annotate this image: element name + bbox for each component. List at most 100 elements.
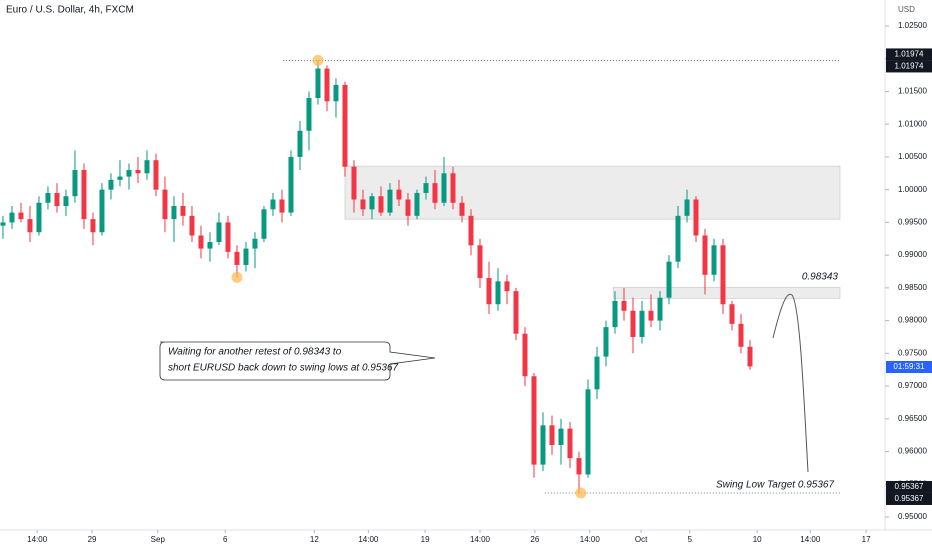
projection-arrow — [772, 293, 809, 473]
candle-body — [360, 199, 366, 210]
candle-body — [252, 238, 258, 249]
retest-label: 0.98343 — [802, 272, 839, 283]
zone — [612, 286, 841, 299]
y-tick-label: 0.95000 — [898, 512, 927, 521]
candle-body — [144, 160, 150, 174]
candle-body — [567, 428, 573, 459]
candle-body — [99, 189, 105, 233]
candle-body — [396, 189, 402, 200]
candle-body — [675, 215, 681, 262]
candle-body — [504, 281, 510, 292]
candle-body — [279, 199, 285, 213]
candle-body — [522, 333, 528, 377]
y-tick-label: 0.97500 — [898, 348, 927, 357]
level-price-box — [886, 480, 932, 493]
candle-body — [441, 173, 447, 203]
candle-body — [468, 215, 474, 246]
candle-body — [180, 206, 186, 216]
candle-body — [414, 192, 420, 216]
x-tick-label: 29 — [88, 535, 97, 544]
candle-body — [135, 170, 141, 174]
candle-body — [585, 389, 591, 475]
countdown: 01:59:31 — [893, 362, 925, 371]
candle-body — [45, 192, 51, 203]
candle-body — [738, 323, 744, 347]
candle-body — [243, 248, 249, 265]
candle-body — [558, 428, 564, 445]
candle-body — [729, 304, 735, 324]
candle-body — [18, 212, 24, 220]
candle-body — [657, 297, 663, 321]
x-tick-label: 14:00 — [800, 535, 821, 544]
x-tick-label: Oct — [635, 535, 648, 544]
candle-body — [747, 346, 753, 367]
candle-body — [459, 202, 465, 216]
x-tick-label: 14:00 — [580, 535, 601, 544]
x-tick-label: 5 — [687, 535, 692, 544]
candle-body — [576, 458, 582, 475]
level-price: 0.95367 — [895, 494, 924, 503]
candle-body — [702, 235, 708, 275]
candle-body — [711, 245, 717, 275]
candle-body — [630, 310, 636, 337]
candle-body — [234, 251, 240, 265]
x-tick-label: 17 — [862, 535, 871, 544]
chart-title: Euro / U.S. Dollar, 4h, FXCM — [6, 5, 134, 16]
y-tick-label: 1.00500 — [898, 152, 927, 161]
candle-body — [486, 278, 492, 305]
level-price: 1.01974 — [895, 62, 924, 71]
y-tick-label: 0.99500 — [898, 218, 927, 227]
candle-body — [666, 261, 672, 298]
candle-body — [261, 209, 267, 239]
y-tick-label: 0.99000 — [898, 250, 927, 259]
candle-body — [594, 356, 600, 390]
candle-body — [333, 84, 339, 102]
candle-body — [324, 68, 330, 102]
level-price: 0.95367 — [895, 482, 924, 491]
pivot-marker — [231, 271, 243, 283]
callout-line: Waiting for another retest of 0.98343 to — [168, 347, 342, 358]
y-tick-label: 1.02500 — [898, 21, 927, 30]
candle-body — [684, 199, 690, 216]
x-tick-label: 26 — [530, 535, 539, 544]
x-tick-label: 12 — [310, 535, 319, 544]
x-tick-label: 6 — [223, 535, 228, 544]
candle-body — [54, 192, 60, 207]
x-tick-label: 19 — [421, 535, 430, 544]
candle-body — [423, 183, 429, 193]
candle-body — [306, 98, 312, 131]
candle-body — [720, 245, 726, 305]
candle-body — [369, 196, 375, 210]
y-tick-label: 1.01000 — [898, 119, 927, 128]
candle-body — [216, 222, 222, 243]
callout-box — [159, 341, 436, 381]
candle-body — [378, 196, 384, 213]
x-tick-label: 10 — [753, 535, 762, 544]
candle-body — [432, 183, 438, 203]
candle-body — [171, 206, 177, 220]
candle-body — [639, 310, 645, 337]
candle-body — [549, 425, 555, 445]
candle-body — [531, 376, 537, 465]
candle-body — [117, 176, 123, 180]
candle-body — [270, 199, 276, 210]
y-tick-label: 0.96000 — [898, 447, 927, 456]
candle-body — [693, 199, 699, 236]
candle-body — [36, 202, 42, 233]
candle-body — [90, 219, 96, 233]
candle-body — [297, 130, 303, 157]
candle-body — [81, 170, 87, 220]
level-price-box — [886, 492, 932, 505]
candle-body — [540, 425, 546, 465]
candle-body — [189, 215, 195, 236]
level-price-box — [886, 48, 932, 61]
candle-body — [648, 310, 654, 321]
x-tick-label: 14:00 — [27, 535, 48, 544]
currency: USD — [898, 5, 915, 14]
y-tick-label: 0.97000 — [898, 381, 927, 390]
candle-body — [495, 281, 501, 305]
level-price: 1.01974 — [895, 50, 924, 59]
candle-body — [513, 291, 519, 334]
candle-body — [27, 219, 33, 233]
candle-body — [0, 222, 6, 226]
